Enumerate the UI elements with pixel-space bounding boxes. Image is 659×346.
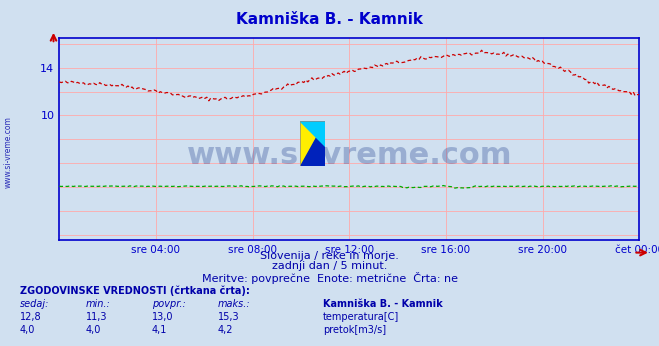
Text: temperatura[C]: temperatura[C] xyxy=(323,312,399,322)
Text: 4,0: 4,0 xyxy=(20,325,35,335)
Text: 4,0: 4,0 xyxy=(86,325,101,335)
Text: min.:: min.: xyxy=(86,299,111,309)
Text: povpr.:: povpr.: xyxy=(152,299,185,309)
Text: Kamniška B. - Kamnik: Kamniška B. - Kamnik xyxy=(236,12,423,27)
Text: pretok[m3/s]: pretok[m3/s] xyxy=(323,325,386,335)
Text: 13,0: 13,0 xyxy=(152,312,173,322)
Polygon shape xyxy=(300,121,325,166)
Text: maks.:: maks.: xyxy=(217,299,250,309)
Polygon shape xyxy=(300,121,325,146)
Text: Meritve: povprečne  Enote: metrične  Črta: ne: Meritve: povprečne Enote: metrične Črta:… xyxy=(202,272,457,284)
Text: 4,2: 4,2 xyxy=(217,325,233,335)
Text: 12,8: 12,8 xyxy=(20,312,42,322)
Text: sedaj:: sedaj: xyxy=(20,299,49,309)
Text: 15,3: 15,3 xyxy=(217,312,239,322)
Text: Kamniška B. - Kamnik: Kamniška B. - Kamnik xyxy=(323,299,443,309)
Text: www.si-vreme.com: www.si-vreme.com xyxy=(3,116,13,188)
Text: Slovenija / reke in morje.: Slovenija / reke in morje. xyxy=(260,251,399,261)
Text: 4,1: 4,1 xyxy=(152,325,167,335)
Text: www.si-vreme.com: www.si-vreme.com xyxy=(186,141,512,170)
Text: 11,3: 11,3 xyxy=(86,312,107,322)
Text: zadnji dan / 5 minut.: zadnji dan / 5 minut. xyxy=(272,261,387,271)
Text: ZGODOVINSKE VREDNOSTI (črtkana črta):: ZGODOVINSKE VREDNOSTI (črtkana črta): xyxy=(20,285,250,296)
Polygon shape xyxy=(300,121,325,166)
